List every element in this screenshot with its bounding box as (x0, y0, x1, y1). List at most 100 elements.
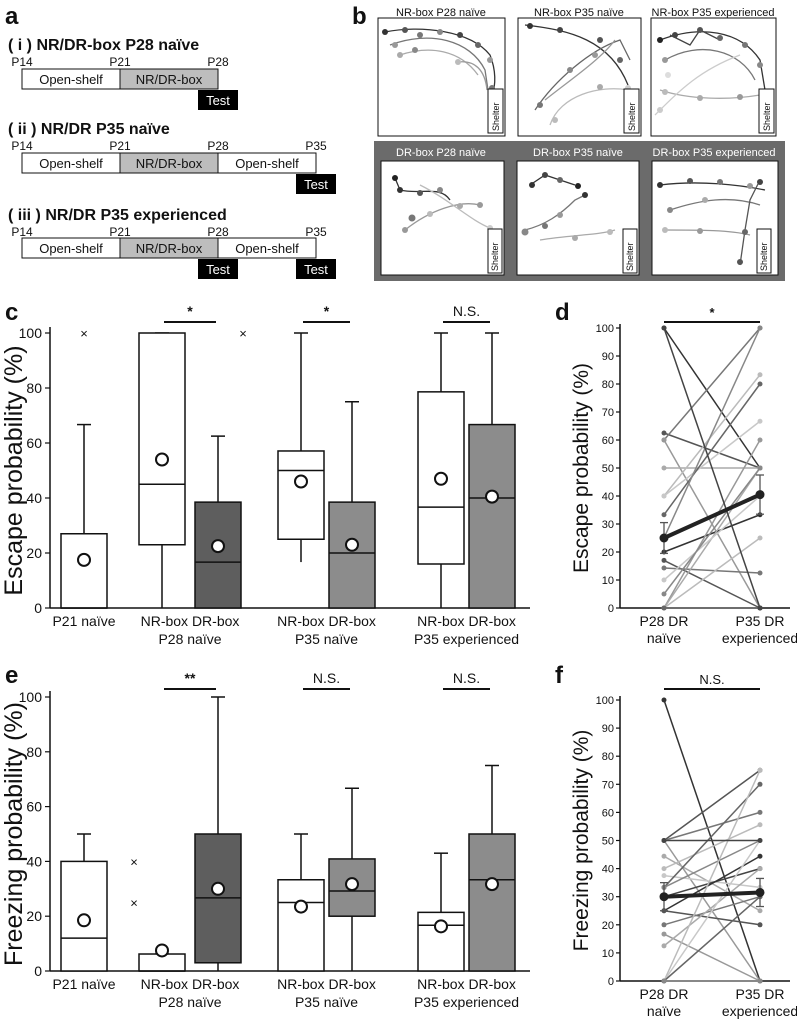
panel-letter-c: c (5, 299, 18, 326)
x-group-label: P35 experienced (414, 631, 519, 647)
y-tick-label: 40 (602, 491, 614, 503)
arena-frame (517, 17, 642, 137)
subject-point (757, 908, 763, 914)
subject-point (661, 465, 667, 471)
tick-label: P21 (109, 225, 131, 239)
x-group-label: NR-box DR-box (277, 613, 376, 629)
segment-label: Open-shelf (39, 156, 103, 171)
box (277, 450, 325, 541)
y-tick-label: 20 (26, 908, 42, 924)
segment-label: Open-shelf (39, 72, 103, 87)
y-tick-label: 40 (602, 864, 614, 876)
arena-title: NR-box P35 experienced (652, 7, 775, 19)
shelter-box (622, 228, 638, 274)
segment-label: Open-shelf (39, 241, 103, 256)
y-tick-label: 80 (26, 744, 42, 760)
subject-line (663, 910, 761, 926)
arena-title: NR-box P35 naïve (534, 7, 624, 19)
timeline-title: ( iii ) NR/DR P35 experienced (8, 207, 227, 224)
subject-point (661, 931, 667, 937)
subject-point (661, 437, 667, 443)
subject-point (757, 838, 763, 843)
subject-line (663, 495, 761, 581)
subject-point (757, 781, 763, 787)
y-tick-label: 30 (602, 519, 614, 531)
x-group-label: P28 naïve (158, 994, 221, 1010)
mean-point (755, 490, 765, 500)
panel-letter-a: a (5, 3, 19, 30)
subject-line (663, 467, 761, 595)
subject-point (661, 873, 667, 879)
mean-marker (345, 877, 359, 892)
subject-line (663, 567, 761, 574)
subject-line (663, 824, 761, 870)
x-group-label: NR-box DR-box (277, 976, 376, 992)
y-tick-label: 60 (26, 799, 42, 815)
mean-point (755, 887, 765, 897)
y-tick-label: 10 (602, 948, 614, 960)
arena-title: NR-box P28 naïve (396, 7, 486, 19)
x-group-label: P35 naïve (295, 631, 358, 647)
subject-point (757, 822, 763, 828)
mean-marker (77, 913, 91, 928)
y-axis-label: Freezing probability (%) (570, 730, 593, 952)
dr-trajectory-row: DR-box P28 naïve DR-box P35 naïve DR-box… (374, 141, 785, 281)
segment-label: Open-shelf (235, 156, 299, 171)
y-tick-label: 70 (602, 779, 614, 791)
mean-marker (434, 471, 448, 486)
test-badge (198, 259, 238, 279)
subject-line (663, 874, 761, 889)
nr-trajectory-row: NR-box P28 naïve NR-box P35 naïve NR-box… (377, 7, 777, 137)
shelter-box (487, 228, 503, 274)
subject-line (663, 439, 761, 609)
y-tick-label: 60 (602, 435, 614, 447)
subject-line (663, 327, 761, 609)
x-group-label: NR-box DR-box (141, 613, 240, 629)
mean-point (659, 892, 669, 902)
subject-line (663, 383, 761, 516)
tick-label: P28 (207, 225, 229, 239)
panel-letter-d: d (555, 299, 570, 326)
box (468, 833, 516, 972)
subject-point (661, 557, 667, 563)
box (417, 911, 465, 972)
y-tick-label: 30 (602, 892, 614, 904)
y-axis-label: Escape probability (%) (570, 363, 593, 573)
significance-label: * (709, 305, 715, 320)
mean-line (663, 492, 761, 540)
outlier-marker: × (239, 326, 247, 341)
mean-marker (77, 552, 91, 567)
subject-line (663, 855, 761, 912)
shelter-box (758, 88, 775, 134)
box (194, 501, 242, 609)
mean-marker (434, 919, 448, 934)
test-label: Test (304, 262, 328, 277)
shelter-label: Shelter (490, 242, 500, 271)
subject-point (661, 591, 667, 597)
mean-marker (485, 489, 499, 504)
subject-point (757, 570, 763, 576)
shelter-box (756, 228, 772, 274)
x-category-label: P35 DR (735, 986, 784, 1002)
x-category-label: P28 DR (639, 986, 688, 1002)
x-group-label: P35 naïve (295, 994, 358, 1010)
subject-point (661, 493, 667, 499)
panel-letter-e: e (5, 662, 18, 689)
y-tick-label: 100 (596, 323, 614, 335)
chart-f: 0 10 20 30 40 50 60 70 80 90 100 Freezing probabili… (570, 672, 797, 1019)
y-tick-label: 100 (596, 695, 614, 707)
box-segment (119, 68, 219, 90)
subject-line (663, 420, 761, 497)
subject-line (663, 374, 761, 497)
y-tick-label: 80 (26, 380, 42, 396)
y-tick-label: 0 (608, 603, 614, 615)
subject-point (757, 325, 763, 331)
subject-line (663, 840, 761, 982)
x-group-label: P35 experienced (414, 994, 519, 1010)
tick-label: P14 (11, 139, 33, 153)
arena-title: DR-box P28 naïve (396, 147, 486, 159)
open-shelf-segment (217, 237, 317, 259)
test-badge (296, 259, 336, 279)
subject-point (661, 430, 667, 436)
test-badge (296, 174, 336, 194)
